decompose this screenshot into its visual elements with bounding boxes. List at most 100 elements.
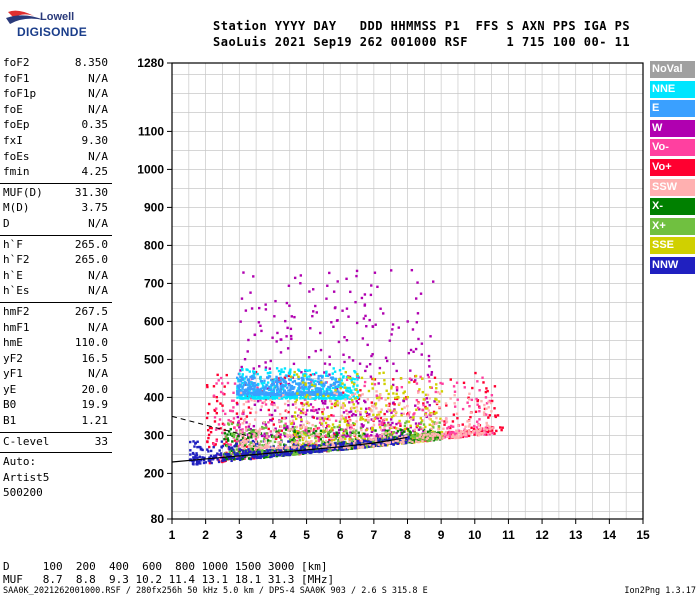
trace-point bbox=[248, 422, 251, 426]
trace-point bbox=[247, 386, 250, 389]
trace-point bbox=[349, 290, 352, 294]
trace-point bbox=[243, 396, 246, 400]
trace-point bbox=[300, 418, 303, 421]
trace-point bbox=[251, 370, 255, 373]
trace-point bbox=[361, 337, 365, 340]
trace-point bbox=[260, 396, 263, 400]
trace-point bbox=[427, 375, 431, 379]
trace-point bbox=[404, 437, 408, 441]
trace-point bbox=[265, 383, 268, 387]
trace-point bbox=[384, 432, 388, 435]
trace-point bbox=[343, 360, 346, 364]
trace-point bbox=[302, 403, 306, 406]
trace-point bbox=[196, 445, 199, 449]
trace-point bbox=[330, 428, 333, 431]
trace-point bbox=[224, 453, 227, 456]
trace-point bbox=[241, 434, 244, 437]
trace-point bbox=[193, 445, 196, 448]
trace-point bbox=[328, 363, 331, 366]
trace-point bbox=[234, 453, 237, 456]
trace-point bbox=[304, 443, 307, 447]
trace-point bbox=[280, 370, 283, 374]
trace-point bbox=[350, 406, 354, 409]
trace-point bbox=[273, 440, 277, 444]
trace-point bbox=[276, 378, 279, 382]
trace-point bbox=[319, 331, 322, 335]
trace-point bbox=[403, 406, 406, 409]
trace-point bbox=[268, 413, 271, 416]
trace-point bbox=[258, 427, 262, 431]
param-label: yE bbox=[3, 382, 17, 396]
trace-point bbox=[249, 447, 252, 450]
trace-point bbox=[207, 459, 210, 462]
trace-point bbox=[268, 391, 271, 395]
trace-point bbox=[485, 413, 488, 416]
trace-point bbox=[225, 435, 228, 439]
trace-point bbox=[319, 379, 322, 383]
trace-point bbox=[317, 377, 320, 380]
trace-point bbox=[388, 409, 392, 412]
trace-point bbox=[253, 392, 257, 396]
trace-point bbox=[272, 391, 275, 394]
trace-point bbox=[261, 427, 264, 430]
trace-point bbox=[307, 404, 310, 407]
trace-point bbox=[446, 433, 449, 437]
trace-point bbox=[251, 374, 254, 378]
trace-point bbox=[467, 425, 470, 428]
trace-point bbox=[469, 411, 473, 414]
trace-point bbox=[305, 376, 308, 379]
header-line-2: SaoLuis 2021 Sep19 262 001000 RSF 1 715 … bbox=[213, 35, 631, 49]
trace-point bbox=[238, 388, 242, 392]
trace-point bbox=[390, 387, 393, 390]
trace-point bbox=[322, 429, 325, 432]
trace-point bbox=[314, 424, 317, 428]
trace-point bbox=[275, 453, 279, 457]
trace-point bbox=[228, 448, 231, 451]
trace-point bbox=[399, 428, 402, 431]
trace-point bbox=[256, 430, 259, 433]
trace-point bbox=[221, 422, 225, 426]
trace-point bbox=[259, 446, 263, 450]
trace-point bbox=[383, 379, 386, 382]
trace-point bbox=[251, 447, 255, 451]
trace-point bbox=[386, 410, 389, 413]
trace-point bbox=[416, 424, 419, 427]
trace-point bbox=[317, 374, 320, 378]
trace-point bbox=[380, 421, 384, 424]
trace-point bbox=[484, 390, 488, 394]
trace-point bbox=[267, 387, 271, 390]
trace-point bbox=[406, 433, 409, 436]
trace-point bbox=[375, 394, 379, 397]
trace-point bbox=[367, 421, 370, 424]
trace-point bbox=[359, 427, 363, 430]
trace-point bbox=[459, 434, 462, 438]
trace-point bbox=[277, 390, 281, 394]
param-value: 33 bbox=[94, 434, 108, 448]
trace-point bbox=[217, 460, 221, 464]
trace-point bbox=[237, 445, 240, 448]
trace-point bbox=[248, 444, 251, 447]
trace-point bbox=[345, 429, 348, 433]
trace-point bbox=[256, 451, 260, 454]
trace-point bbox=[402, 441, 405, 445]
trace-point bbox=[247, 448, 250, 451]
trace-point bbox=[236, 437, 239, 440]
trace-point bbox=[242, 409, 245, 412]
trace-point bbox=[343, 394, 346, 398]
trace-point bbox=[338, 425, 341, 429]
trace-point bbox=[414, 374, 418, 378]
trace-point bbox=[416, 436, 419, 440]
trace-point bbox=[349, 390, 352, 393]
trace-point bbox=[419, 433, 422, 436]
trace-point bbox=[482, 381, 485, 384]
trace-point bbox=[260, 434, 264, 438]
trace-point bbox=[360, 296, 364, 300]
param-row: hmE 110.0 bbox=[0, 336, 112, 352]
trace-point bbox=[423, 432, 426, 435]
trace-point bbox=[217, 379, 220, 382]
trace-point bbox=[215, 382, 218, 385]
trace-point bbox=[414, 440, 418, 443]
trace-point bbox=[402, 399, 405, 402]
trace-point bbox=[338, 446, 341, 449]
trace-point bbox=[343, 446, 347, 449]
